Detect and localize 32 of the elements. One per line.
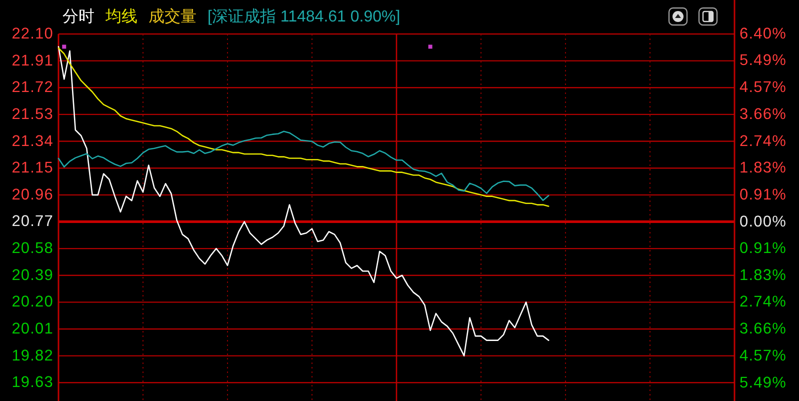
legend: 分时 — [62, 8, 94, 26]
y2-tick-label: 1.83% — [740, 160, 786, 177]
y2-tick-label: 5.49% — [740, 374, 786, 392]
y-tick-label: 21.91 — [12, 52, 54, 70]
y2-tick-label: 3.66% — [740, 320, 786, 338]
y-tick-label: 21.34 — [12, 132, 54, 150]
y2-tick-label: 4.57% — [740, 79, 786, 96]
y2-tick-label: 1.83% — [740, 266, 786, 284]
y2-tick-label: 0.91% — [740, 240, 786, 257]
y-tick-label: 20.20 — [12, 294, 54, 311]
y-tick-label: 21.72 — [12, 79, 54, 96]
y-tick-label: 20.77 — [12, 213, 54, 230]
y-tick-label: 22.10 — [12, 26, 54, 42]
y-tick-label: 20.39 — [12, 266, 54, 284]
y2-tick-label: 3.66% — [740, 106, 786, 123]
y2-tick-label: 0.00% — [740, 213, 786, 230]
annotation: 成交量 — [148, 8, 196, 26]
y-tick-label: 20.01 — [12, 320, 54, 338]
y-tick-label: 19.63 — [12, 374, 54, 392]
y-tick-label: 21.53 — [12, 106, 54, 123]
y2-tick-label: 2.74% — [740, 294, 786, 311]
y-tick-label: 21.15 — [12, 160, 54, 177]
y2-tick-label: 5.49% — [740, 52, 786, 70]
y-tick-label: 20.96 — [12, 186, 54, 204]
y2-tick-label: 6.40% — [740, 26, 786, 42]
y2-tick-label: 4.57% — [740, 347, 786, 364]
y2-tick-label: 2.74% — [740, 132, 786, 150]
y2-tick-label: 0.91% — [740, 186, 786, 204]
y-tick-label: 20.58 — [12, 240, 54, 258]
y-tick-label: 19.82 — [12, 347, 54, 364]
legend: [深证成指 11484.61 0.90%] — [208, 8, 400, 26]
legend: 均线 — [106, 8, 138, 26]
